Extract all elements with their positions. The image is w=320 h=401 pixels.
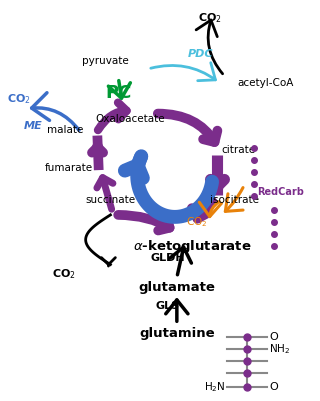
Text: CO$_2$: CO$_2$ — [198, 11, 221, 25]
Text: glutamine: glutamine — [139, 327, 215, 340]
Text: GLS: GLS — [156, 301, 180, 311]
Text: PDC: PDC — [188, 49, 213, 59]
Text: CO$_2$: CO$_2$ — [7, 92, 31, 105]
Text: NH$_2$: NH$_2$ — [269, 342, 290, 356]
Text: O: O — [269, 382, 278, 392]
Text: glutamate: glutamate — [139, 282, 215, 294]
Text: pyruvate: pyruvate — [82, 56, 129, 66]
Text: malate: malate — [47, 126, 84, 136]
Text: GLDH: GLDH — [151, 253, 185, 263]
Text: CO$_2$: CO$_2$ — [186, 215, 208, 229]
Text: H$_2$N: H$_2$N — [204, 380, 225, 394]
Text: CO$_2$: CO$_2$ — [52, 267, 76, 282]
Text: $\alpha$-ketoglutarate: $\alpha$-ketoglutarate — [132, 238, 251, 255]
Text: O: O — [269, 332, 278, 342]
Text: ME: ME — [24, 121, 43, 130]
Text: acetyl-CoA: acetyl-CoA — [237, 78, 294, 88]
Text: PC: PC — [105, 84, 132, 102]
Text: RedCarb: RedCarb — [257, 187, 304, 197]
Text: Oxaloacetate: Oxaloacetate — [95, 113, 165, 124]
Text: isocitrate: isocitrate — [210, 195, 259, 205]
Text: succinate: succinate — [85, 195, 135, 205]
Text: fumarate: fumarate — [44, 163, 92, 173]
Text: citrate: citrate — [221, 145, 256, 155]
